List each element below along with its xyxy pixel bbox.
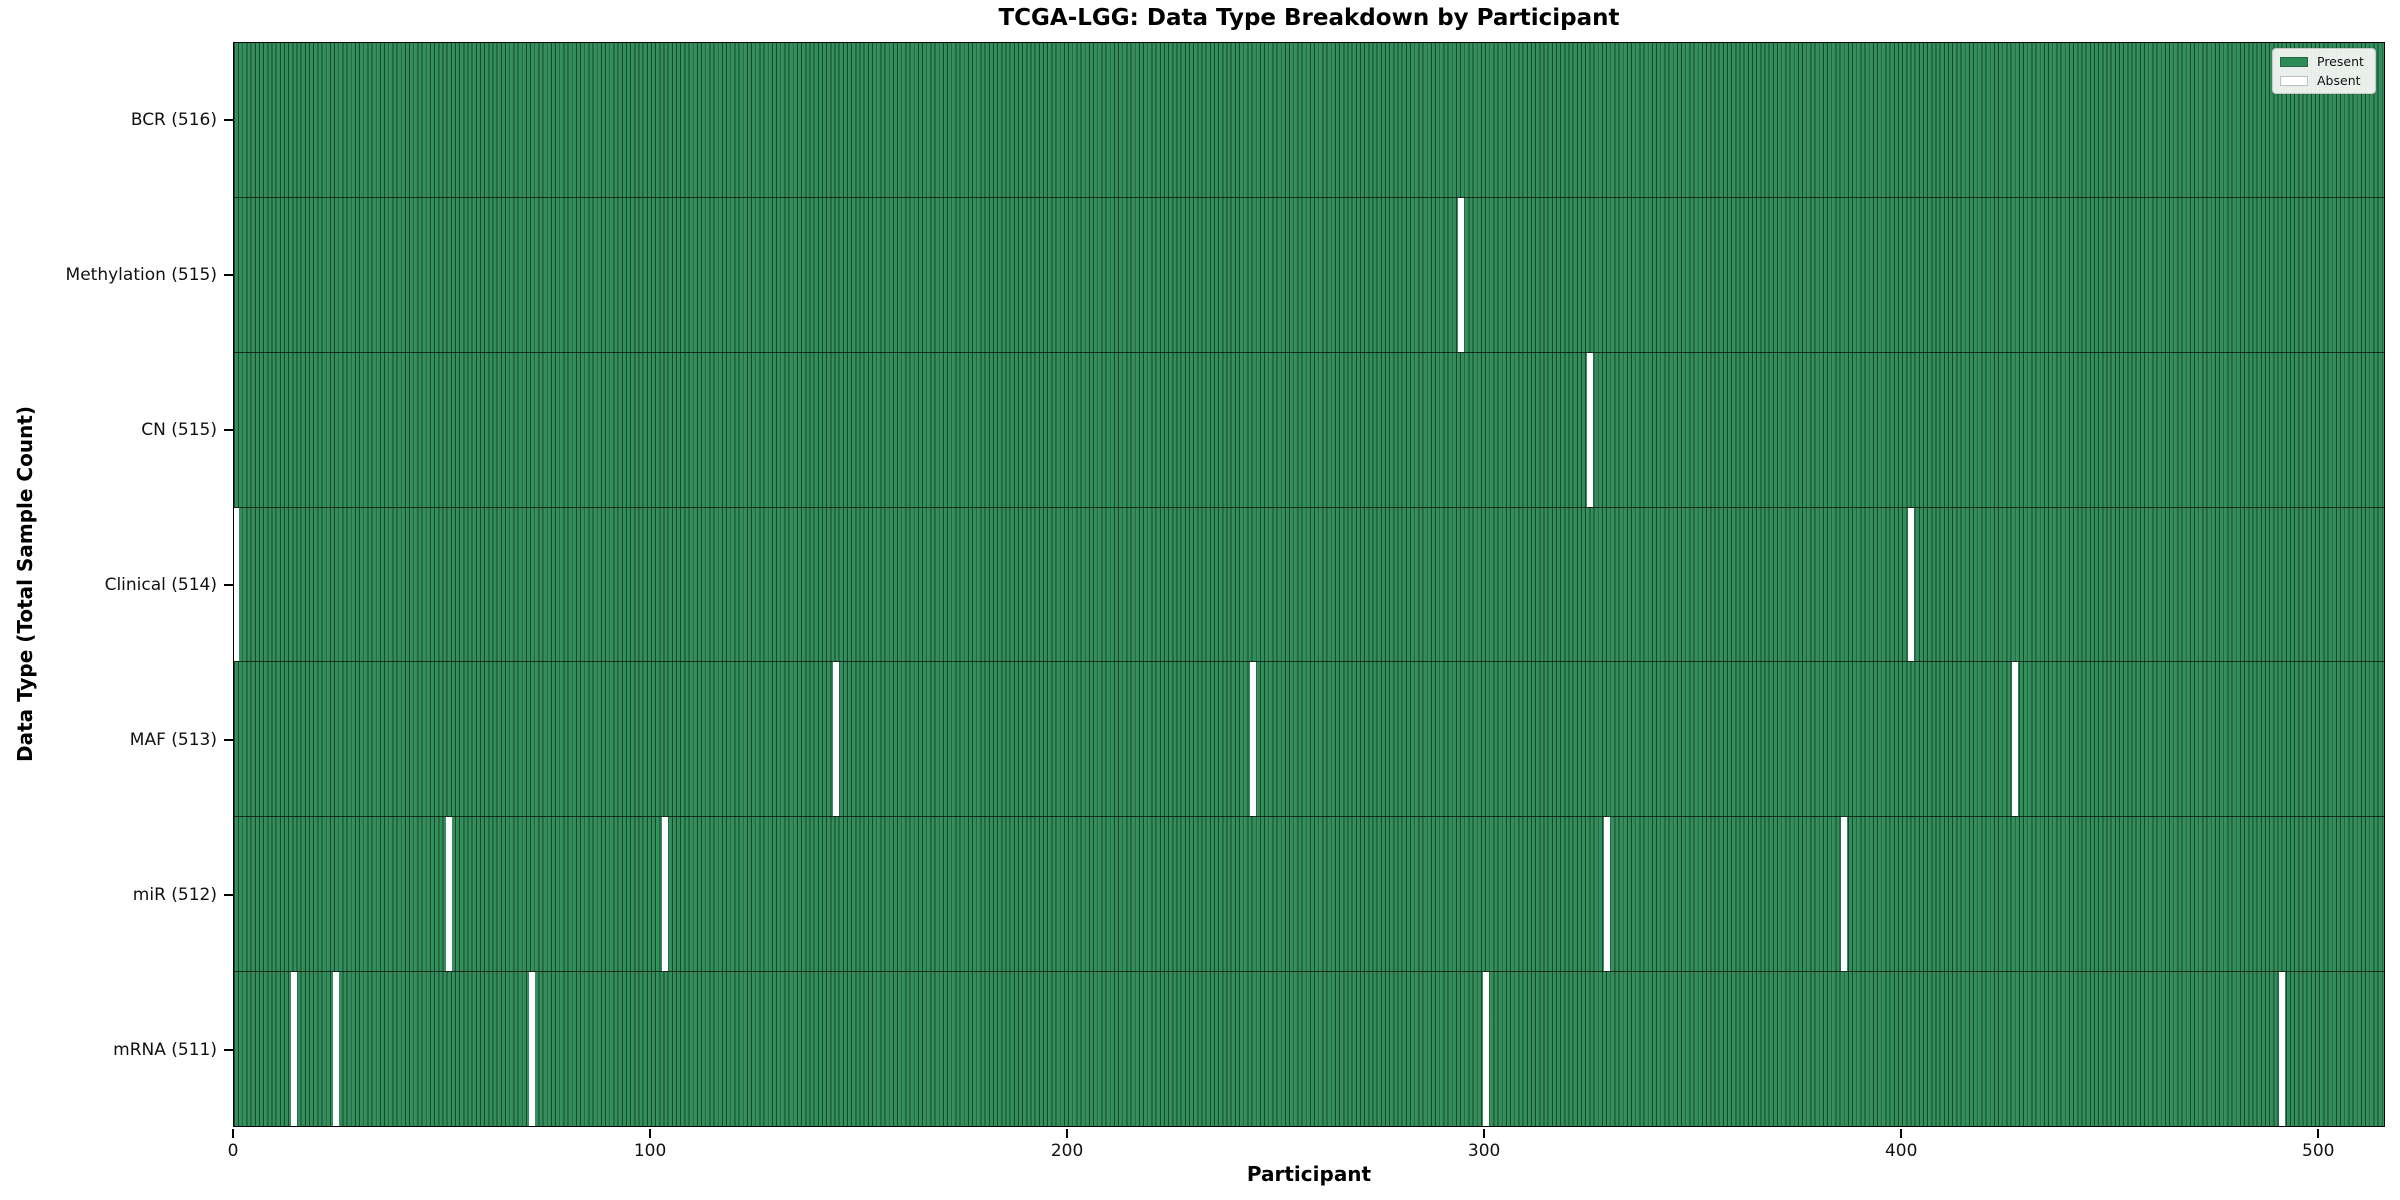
x-tick-label-0: 0 [227,1141,239,1161]
absent-gap-mrna-71 [528,972,535,1126]
data-row-clinical [234,507,2384,663]
y-tick-label-mrna: mRNA (511) [113,1039,217,1060]
absent-gap-clinical-402 [1908,507,1915,662]
data-row-mir [234,817,2384,973]
x-tick-mark-100 [649,1128,652,1138]
data-row-bcr [234,43,2384,198]
y-tick-label-methylation: Methylation (515) [65,264,217,285]
x-tick-mark-0 [232,1128,234,1138]
absent-gap-mir-329 [1603,817,1610,972]
x-tick-mark-500 [2317,1128,2320,1138]
x-tick-label-500: 500 [2302,1141,2335,1161]
y-tick-mark-mir [224,893,233,896]
x-tick-label-200: 200 [1050,1141,1084,1161]
y-tick-label-mir: miR (512) [132,884,217,905]
absent-gap-mir-51 [445,817,452,972]
legend-label-present: Present [2317,54,2364,69]
x-tick-label-300: 300 [1467,1141,1501,1161]
legend-label-absent: Absent [2317,73,2361,88]
y-axis: BCR (516) Methylation (515) CN (515) Clinic… [0,42,233,1127]
absent-gap-maf-144 [833,662,840,817]
x-tick-label-100: 100 [633,1141,667,1161]
absent-gap-methylation-294 [1458,197,1465,352]
y-tick-label-maf: MAF (513) [129,729,217,750]
y-tick-label-bcr: BCR (516) [130,109,217,130]
x-tick-mark-200 [1066,1128,1069,1138]
absent-gap-mrna-24 [333,972,340,1126]
y-tick-mark-methylation [224,273,233,276]
absent-swatch [2280,75,2308,86]
y-tick-mark-mrna [224,1048,233,1051]
absent-gap-maf-427 [2012,662,2019,817]
y-tick-label-clinical: Clinical (514) [104,574,217,595]
chart-title: TCGA-LGG: Data Type Breakdown by Partici… [998,5,1620,31]
data-row-methylation [234,197,2384,353]
absent-gap-maf-244 [1249,662,1256,817]
y-tick-mark-bcr [224,118,233,121]
absent-gap-mir-386 [1841,817,1848,972]
data-row-maf [234,662,2384,818]
absent-gap-clinical-0 [234,507,240,662]
absent-gap-mrna-491 [2278,972,2285,1126]
legend-item-absent: Absent [2280,73,2368,88]
data-row-mrna [234,972,2384,1126]
y-tick-mark-maf [224,738,233,741]
plot-area [233,42,2385,1127]
y-tick-mark-cn [224,428,233,431]
present-swatch [2280,56,2308,67]
data-row-cn [234,352,2384,508]
absent-gap-mir-103 [662,817,669,972]
legend-item-present: Present [2280,54,2368,69]
x-tick-mark-300 [1483,1128,1486,1138]
absent-gap-mrna-14 [291,972,298,1126]
x-axis-label: Participant [1246,1162,1372,1186]
x-tick-mark-400 [1900,1128,1903,1138]
y-tick-label-cn: CN (515) [141,419,217,440]
x-tick-label-400: 400 [1884,1141,1918,1161]
absent-gap-cn-325 [1587,352,1594,507]
absent-gap-mrna-300 [1483,972,1490,1126]
y-tick-mark-clinical [224,583,233,586]
legend: Present Absent [2272,48,2376,94]
x-axis: 0 100 200 300 400 500 [228,1127,2385,1173]
